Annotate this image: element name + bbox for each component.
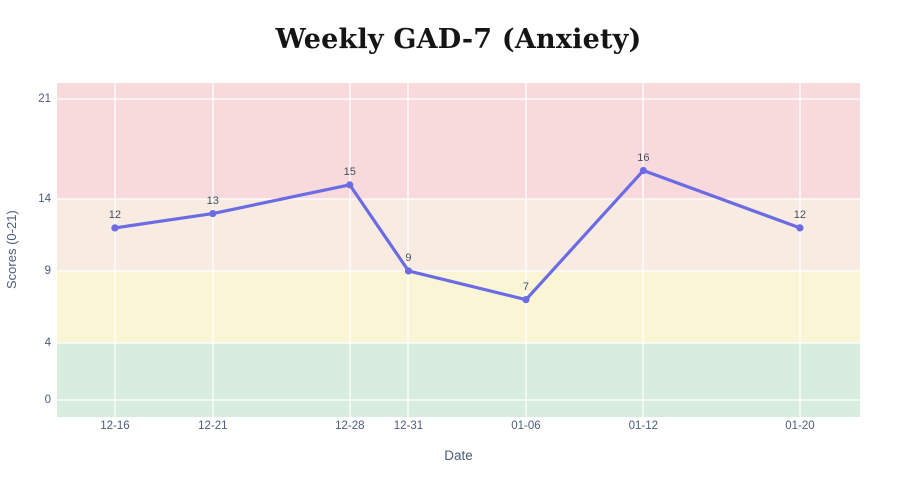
v-gridline bbox=[407, 83, 410, 417]
h-gridline bbox=[57, 97, 860, 100]
data-point-marker[interactable] bbox=[111, 224, 119, 232]
x-tick-label: 12-31 bbox=[393, 420, 424, 432]
y-axis-tick-labels: 0 4 9 14 21 bbox=[0, 83, 53, 417]
x-axis-title: Date bbox=[444, 448, 473, 463]
x-axis-tick-labels: 12-16 12-21 12-28 12-31 01-06 01-12 01-20 bbox=[57, 417, 860, 437]
y-tick-label: 4 bbox=[44, 336, 51, 349]
severity-band-2 bbox=[57, 199, 860, 271]
x-tick-label: 01-12 bbox=[628, 420, 659, 432]
data-point-label: 16 bbox=[637, 151, 650, 164]
x-tick-label: 12-21 bbox=[198, 420, 228, 432]
data-point-label: 12 bbox=[793, 208, 807, 221]
x-tick-label: 01-06 bbox=[511, 420, 541, 432]
chart-title: Weekly GAD-7 (Anxiety) bbox=[275, 24, 642, 55]
severity-band-0 bbox=[57, 342, 860, 417]
data-point-label: 12 bbox=[108, 208, 122, 221]
v-gridline bbox=[348, 83, 351, 417]
plot-area[interactable]: 12 13 15 9 7 16 12 bbox=[57, 83, 860, 417]
y-tick-label: 14 bbox=[38, 193, 51, 206]
v-gridline bbox=[798, 83, 801, 417]
y-tick-label: 21 bbox=[38, 92, 51, 105]
data-point-label: 7 bbox=[522, 280, 529, 293]
data-point-marker[interactable] bbox=[522, 296, 530, 304]
x-tick-label: 12-28 bbox=[335, 420, 365, 432]
v-gridline bbox=[211, 83, 214, 417]
y-axis-title: Scores (0-21) bbox=[4, 210, 19, 290]
data-point-marker[interactable] bbox=[796, 224, 804, 232]
h-gridline bbox=[57, 399, 860, 402]
x-tick-label: 01-20 bbox=[785, 420, 815, 432]
y-tick-label: 9 bbox=[44, 264, 51, 277]
data-point-label: 13 bbox=[206, 194, 219, 207]
h-gridline bbox=[57, 341, 860, 344]
series-line bbox=[113, 168, 802, 302]
data-point-marker[interactable] bbox=[404, 267, 413, 275]
h-gridline bbox=[57, 269, 860, 272]
data-point-marker[interactable] bbox=[639, 166, 647, 175]
x-tick-label: 12-16 bbox=[100, 420, 130, 432]
v-gridline bbox=[113, 83, 116, 417]
data-point-marker[interactable] bbox=[346, 181, 354, 189]
y-tick-label: 0 bbox=[44, 394, 51, 407]
v-gridline bbox=[524, 83, 527, 417]
data-point-label: 15 bbox=[343, 165, 356, 178]
data-point-marker[interactable] bbox=[209, 209, 217, 218]
line-series bbox=[111, 166, 804, 304]
data-point-label: 9 bbox=[405, 251, 412, 264]
h-gridline bbox=[57, 198, 860, 201]
v-gridline bbox=[642, 83, 645, 417]
severity-band-3 bbox=[57, 83, 860, 200]
